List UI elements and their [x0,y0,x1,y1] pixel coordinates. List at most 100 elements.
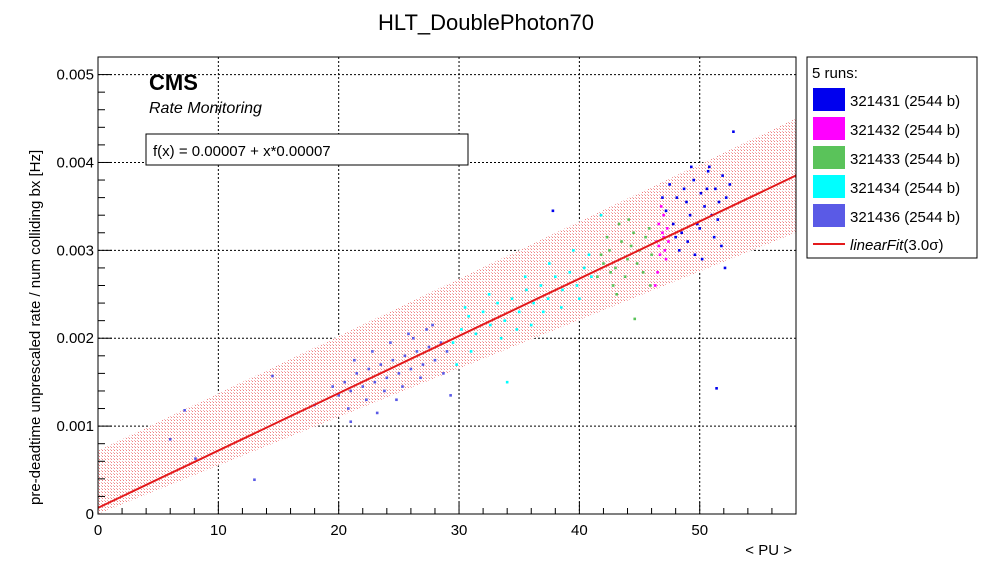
data-point [605,235,609,239]
data-point [347,407,350,410]
data-point [517,310,521,314]
data-point [529,323,533,327]
fit-formula-box [145,133,469,166]
data-point [680,231,683,235]
data-point [649,284,652,287]
data-point [644,235,647,239]
data-point [467,314,470,318]
data-points [168,130,735,482]
data-point [721,174,724,177]
data-point [373,380,377,384]
data-point [611,284,615,287]
data-point [523,275,527,279]
y-tick-label: 0.004 [56,154,94,171]
legend: 5 runs: 321431 (2544 b) 321432 (2544 b) 32… [806,56,978,259]
data-point [403,354,407,358]
data-point [667,240,670,243]
data-point [696,222,699,226]
data-point [349,389,353,393]
x-tick-label: 20 [330,522,347,539]
data-point [427,345,431,349]
data-point [439,341,443,344]
data-point [489,323,492,327]
data-point [716,218,720,221]
data-point [587,253,591,257]
data-point [632,231,635,235]
data-point [657,244,661,248]
legend-header: 5 runs: [812,65,858,82]
data-point [463,306,467,309]
data-point [717,200,721,204]
data-point [650,253,653,257]
data-point [575,284,579,287]
data-point [724,196,728,199]
data-point [656,271,659,274]
data-point [445,350,449,353]
data-point [602,262,605,265]
data-point [599,213,603,217]
data-point [253,478,256,482]
data-point [609,271,612,274]
data-point [499,336,503,340]
legend-fit-label: linearFit(3.0σ) [850,237,943,254]
fit-confidence-band [98,118,796,515]
legend-entry-label: 321434 (2544 b) [850,180,960,197]
x-tick-label: 10 [210,522,227,539]
data-point [355,372,359,375]
data-point [343,380,347,384]
data-point [686,240,689,243]
experiment-label: CMS [149,70,198,95]
y-tick-label: 0.005 [56,67,94,84]
data-point [487,292,491,296]
data-point [539,284,543,287]
data-point [582,266,586,270]
data-point [703,205,706,208]
data-point [615,292,618,296]
y-tick-label: 0.003 [56,242,94,259]
data-point [675,196,679,199]
data-point [271,374,274,378]
legend-swatch [813,117,845,140]
data-point [699,191,703,195]
data-point [525,288,528,292]
data-point [608,249,611,252]
data-point [560,306,563,309]
data-point [431,323,434,327]
legend-swatch [813,204,845,227]
data-point [590,275,593,279]
data-point [698,227,702,230]
data-point [541,310,545,314]
data-point [367,367,371,371]
y-axis-label: pre-deadtime unprescaled rate / num coll… [27,150,44,505]
data-point [451,341,455,344]
data-point [496,301,499,305]
data-point [361,385,365,388]
data-point [596,275,599,279]
data-point [614,266,617,270]
data-point [688,213,692,217]
data-point [460,328,463,331]
x-axis: 0 10 20 30 40 50 [94,502,797,539]
data-point [383,389,386,393]
x-tick-label: 40 [571,522,588,539]
data-point [662,235,665,239]
data-point [665,227,669,230]
data-point [532,301,535,305]
data-point [551,209,555,213]
data-point [700,257,704,261]
data-point [349,420,353,424]
data-point [401,385,404,388]
data-point [690,165,693,169]
data-point [658,253,662,257]
data-point [599,253,603,257]
x-tick-label: 50 [691,522,708,539]
data-point [421,363,425,366]
x-tick-label: 0 [94,522,102,539]
y-tick-label: 0.001 [56,418,94,435]
x-tick-label: 30 [451,522,468,539]
legend-swatch [813,88,845,111]
data-point [623,275,627,279]
data-point [714,187,717,191]
